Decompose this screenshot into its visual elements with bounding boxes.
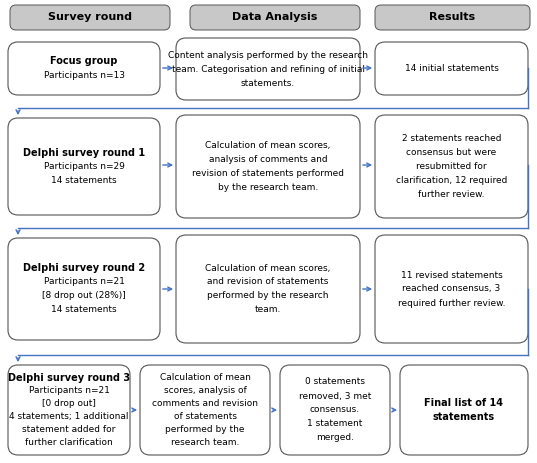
Text: 14 statements: 14 statements <box>51 176 117 185</box>
Text: Calculation of mean: Calculation of mean <box>159 373 250 382</box>
Text: statement added for: statement added for <box>23 425 115 434</box>
FancyBboxPatch shape <box>8 118 160 215</box>
Text: by the research team.: by the research team. <box>218 183 318 192</box>
Text: Content analysis performed by the research: Content analysis performed by the resear… <box>168 50 368 60</box>
Text: further clarification: further clarification <box>25 438 113 447</box>
Text: merged.: merged. <box>316 433 354 443</box>
FancyBboxPatch shape <box>176 38 360 100</box>
Text: analysis of comments and: analysis of comments and <box>209 155 328 164</box>
FancyBboxPatch shape <box>375 5 530 30</box>
Text: Survey round: Survey round <box>48 13 132 23</box>
Text: team. Categorisation and refining of initial: team. Categorisation and refining of ini… <box>171 64 365 74</box>
Text: comments and revision: comments and revision <box>152 399 258 408</box>
Text: [0 drop out]: [0 drop out] <box>42 399 96 408</box>
Text: Delphi survey round 2: Delphi survey round 2 <box>23 263 145 273</box>
Text: Participants n=13: Participants n=13 <box>43 71 125 80</box>
FancyBboxPatch shape <box>190 5 360 30</box>
Text: 1 statement: 1 statement <box>307 419 362 428</box>
Text: and revision of statements: and revision of statements <box>207 277 329 287</box>
Text: [8 drop out (28%)]: [8 drop out (28%)] <box>42 292 126 300</box>
Text: Calculation of mean scores,: Calculation of mean scores, <box>205 263 331 273</box>
Text: of statements: of statements <box>173 412 236 421</box>
FancyBboxPatch shape <box>280 365 390 455</box>
FancyBboxPatch shape <box>10 5 170 30</box>
FancyBboxPatch shape <box>176 115 360 218</box>
Text: research team.: research team. <box>171 438 239 447</box>
FancyBboxPatch shape <box>176 235 360 343</box>
Text: Participants n=29: Participants n=29 <box>43 162 125 171</box>
FancyBboxPatch shape <box>375 42 528 95</box>
Text: team.: team. <box>255 306 281 314</box>
Text: revision of statements performed: revision of statements performed <box>192 169 344 178</box>
Text: 14 initial statements: 14 initial statements <box>404 64 498 73</box>
Text: Delphi survey round 3: Delphi survey round 3 <box>8 373 130 383</box>
Text: 2 statements reached: 2 statements reached <box>402 134 501 143</box>
Text: Delphi survey round 1: Delphi survey round 1 <box>23 148 145 157</box>
Text: Data Analysis: Data Analysis <box>233 13 318 23</box>
Text: Focus group: Focus group <box>50 56 118 67</box>
Text: 4 statements; 1 additional: 4 statements; 1 additional <box>9 412 129 421</box>
Text: Participants n=21: Participants n=21 <box>28 386 110 395</box>
Text: Results: Results <box>430 13 476 23</box>
Text: required further review.: required further review. <box>398 299 505 307</box>
Text: 14 statements: 14 statements <box>51 306 117 314</box>
Text: clarification, 12 required: clarification, 12 required <box>396 176 507 185</box>
Text: Calculation of mean scores,: Calculation of mean scores, <box>205 141 331 150</box>
Text: Final list of 14: Final list of 14 <box>425 398 504 408</box>
FancyBboxPatch shape <box>375 115 528 218</box>
Text: statements.: statements. <box>241 79 295 88</box>
Text: scores, analysis of: scores, analysis of <box>164 386 246 395</box>
Text: consensus.: consensus. <box>310 406 360 414</box>
Text: removed, 3 met: removed, 3 met <box>299 392 371 400</box>
FancyBboxPatch shape <box>8 42 160 95</box>
Text: 11 revised statements: 11 revised statements <box>401 270 503 280</box>
FancyBboxPatch shape <box>140 365 270 455</box>
Text: 0 statements: 0 statements <box>305 377 365 387</box>
Text: statements: statements <box>433 412 495 422</box>
FancyBboxPatch shape <box>8 365 130 455</box>
Text: consensus but were: consensus but were <box>407 148 497 157</box>
Text: reached consensus, 3: reached consensus, 3 <box>402 284 500 294</box>
Text: performed by the research: performed by the research <box>207 292 329 300</box>
FancyBboxPatch shape <box>8 238 160 340</box>
Text: performed by the: performed by the <box>165 425 245 434</box>
FancyBboxPatch shape <box>400 365 528 455</box>
FancyBboxPatch shape <box>375 235 528 343</box>
Text: resubmitted for: resubmitted for <box>416 162 487 171</box>
Text: Participants n=21: Participants n=21 <box>43 277 125 287</box>
Text: further review.: further review. <box>418 190 485 199</box>
